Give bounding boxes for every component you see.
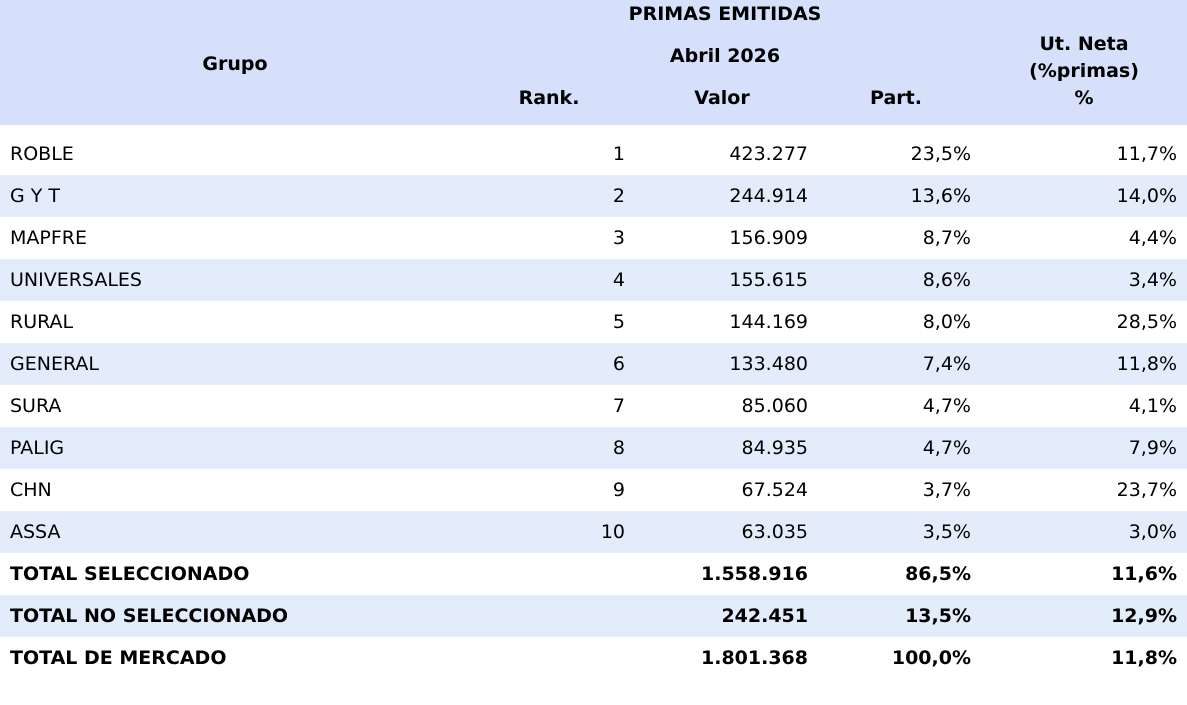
- cell: 8: [612, 437, 625, 459]
- cell: 2: [612, 185, 625, 207]
- table-row: [0, 133, 1187, 175]
- cell: 4,7%: [922, 395, 971, 417]
- cell: 11,8%: [1116, 353, 1177, 375]
- cell: 28,5%: [1116, 311, 1177, 333]
- total-cell: 11,8%: [1111, 647, 1177, 669]
- cell: 4,7%: [922, 437, 971, 459]
- table-row: [0, 427, 1187, 469]
- cell: 8,7%: [922, 227, 971, 249]
- cell: 3,5%: [922, 521, 971, 543]
- total-cell: 13,5%: [905, 605, 971, 627]
- cell: 3,7%: [922, 479, 971, 501]
- cell: 7,4%: [922, 353, 971, 375]
- group-name: ASSA: [10, 521, 61, 543]
- net-profit-header: (%primas): [1029, 60, 1139, 82]
- cell: 156.909: [729, 227, 808, 249]
- cell: 7,9%: [1128, 437, 1177, 459]
- group-name: CHN: [10, 479, 52, 501]
- group-name: RURAL: [10, 311, 74, 333]
- total-name: TOTAL SELECCIONADO: [10, 563, 250, 585]
- total-cell: 1.801.368: [701, 647, 808, 669]
- cell: 4,1%: [1128, 395, 1177, 417]
- column-header: Rank.: [518, 87, 580, 109]
- total-row: [0, 595, 1187, 637]
- total-name: TOTAL NO SELECCIONADO: [10, 605, 289, 627]
- table-row: [0, 343, 1187, 385]
- cell: 423.277: [729, 143, 808, 165]
- group-name: SURA: [10, 395, 62, 417]
- cell: 84.935: [741, 437, 808, 459]
- total-cell: 1.558.916: [701, 563, 808, 585]
- group-name: G Y T: [10, 185, 61, 207]
- cell: 155.615: [729, 269, 808, 291]
- table-row: [0, 469, 1187, 511]
- cell: 63.035: [741, 521, 808, 543]
- table-row: [0, 217, 1187, 259]
- total-cell: 242.451: [721, 605, 808, 627]
- header-title: PRIMAS EMITIDAS: [628, 3, 822, 25]
- table-row: [0, 301, 1187, 343]
- total-cell: 86,5%: [905, 563, 971, 585]
- cell: 4,4%: [1128, 227, 1177, 249]
- header-group: Grupo: [202, 53, 268, 75]
- group-name: MAPFRE: [10, 227, 87, 249]
- net-profit-header: %: [1074, 87, 1094, 109]
- cell: 244.914: [729, 185, 808, 207]
- cell: 3: [612, 227, 625, 249]
- column-header: Valor: [694, 87, 750, 109]
- header-period: Abril 2026: [669, 45, 781, 67]
- cell: 1: [612, 143, 625, 165]
- total-name: TOTAL DE MERCADO: [10, 647, 227, 669]
- table-row: [0, 511, 1187, 553]
- cell: 7: [612, 395, 625, 417]
- table-row: [0, 259, 1187, 301]
- cell: 9: [612, 479, 625, 501]
- table-header: [0, 0, 1187, 125]
- cell: 6: [612, 353, 625, 375]
- cell: 11,7%: [1116, 143, 1177, 165]
- total-cell: 100,0%: [891, 647, 971, 669]
- total-cell: 12,9%: [1111, 605, 1177, 627]
- cell: 5: [612, 311, 625, 333]
- column-header: Part.: [870, 87, 922, 109]
- table-row: [0, 385, 1187, 427]
- total-cell: 11,6%: [1111, 563, 1177, 585]
- group-name: GENERAL: [10, 353, 99, 375]
- cell: 8,0%: [922, 311, 971, 333]
- net-profit-header: Ut. Neta: [1039, 33, 1129, 55]
- cell: 13,6%: [910, 185, 971, 207]
- group-name: ROBLE: [10, 143, 74, 165]
- cell: 3,4%: [1128, 269, 1177, 291]
- cell: 23,7%: [1116, 479, 1177, 501]
- table-row: [0, 175, 1187, 217]
- cell: 23,5%: [910, 143, 971, 165]
- cell: 14,0%: [1116, 185, 1177, 207]
- cell: 85.060: [741, 395, 808, 417]
- group-name: PALIG: [10, 437, 65, 459]
- cell: 4: [612, 269, 625, 291]
- group-name: UNIVERSALES: [10, 269, 142, 291]
- cell: 67.524: [741, 479, 808, 501]
- cell: 144.169: [729, 311, 808, 333]
- cell: 10: [600, 521, 625, 543]
- cell: 8,6%: [922, 269, 971, 291]
- cell: 3,0%: [1128, 521, 1177, 543]
- cell: 133.480: [729, 353, 808, 375]
